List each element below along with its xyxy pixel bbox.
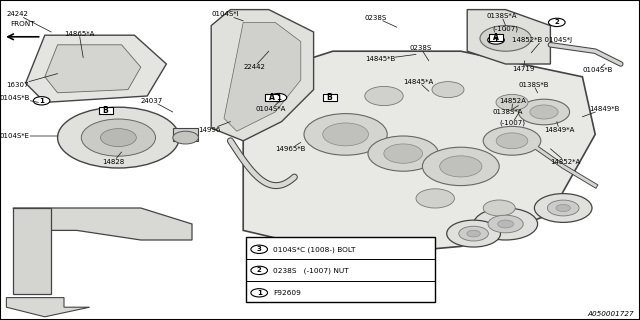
Circle shape xyxy=(496,133,528,149)
Text: 0104S*A: 0104S*A xyxy=(256,102,286,112)
Text: 14852*A: 14852*A xyxy=(550,149,580,164)
Text: A: A xyxy=(493,33,499,42)
Text: 0238S: 0238S xyxy=(410,45,432,61)
Circle shape xyxy=(498,220,514,228)
Text: B: B xyxy=(327,93,332,102)
FancyBboxPatch shape xyxy=(99,107,113,114)
Circle shape xyxy=(440,156,482,177)
Text: F92609: F92609 xyxy=(273,290,301,296)
Text: 14828: 14828 xyxy=(102,152,125,164)
Text: 14845*B: 14845*B xyxy=(365,54,416,62)
Circle shape xyxy=(304,114,387,155)
Circle shape xyxy=(474,208,538,240)
Text: 14865*A: 14865*A xyxy=(64,31,94,58)
Polygon shape xyxy=(6,298,90,317)
Text: 3: 3 xyxy=(257,246,262,252)
Circle shape xyxy=(173,131,198,144)
Text: 0238S   (-1007) NUT: 0238S (-1007) NUT xyxy=(273,267,349,274)
Text: 16307: 16307 xyxy=(6,74,58,88)
Circle shape xyxy=(480,26,531,51)
Circle shape xyxy=(447,220,500,247)
Circle shape xyxy=(270,93,287,102)
Circle shape xyxy=(556,204,570,212)
Circle shape xyxy=(58,107,179,168)
Polygon shape xyxy=(26,35,166,102)
Circle shape xyxy=(488,36,504,44)
Circle shape xyxy=(467,230,481,237)
Text: 22442: 22442 xyxy=(243,51,269,70)
Circle shape xyxy=(251,289,268,297)
Circle shape xyxy=(432,82,464,98)
Bar xyxy=(246,237,435,302)
Polygon shape xyxy=(467,10,550,64)
Text: (-1007): (-1007) xyxy=(499,114,525,126)
Text: 2: 2 xyxy=(554,20,559,25)
Text: 1: 1 xyxy=(493,37,499,43)
Polygon shape xyxy=(224,22,301,131)
Polygon shape xyxy=(211,10,314,141)
Circle shape xyxy=(368,136,438,171)
Circle shape xyxy=(81,119,156,156)
Text: 14719: 14719 xyxy=(512,61,534,72)
Circle shape xyxy=(422,147,499,186)
Text: 2: 2 xyxy=(257,268,262,273)
Circle shape xyxy=(251,266,268,275)
Text: 0104S*B: 0104S*B xyxy=(0,95,38,102)
Text: B: B xyxy=(103,106,108,115)
Text: 24242: 24242 xyxy=(6,12,51,32)
Circle shape xyxy=(496,94,528,110)
Text: 0138S*B: 0138S*B xyxy=(518,82,549,93)
Text: 0238S: 0238S xyxy=(365,15,397,27)
FancyBboxPatch shape xyxy=(323,94,337,101)
Text: 24037: 24037 xyxy=(141,98,173,112)
Text: A050001727: A050001727 xyxy=(587,311,634,317)
Circle shape xyxy=(323,123,369,146)
Text: 14852A: 14852A xyxy=(499,98,526,109)
Circle shape xyxy=(416,189,454,208)
Text: A: A xyxy=(269,93,275,102)
Circle shape xyxy=(534,194,592,222)
Text: 0104S*C (1008-) BOLT: 0104S*C (1008-) BOLT xyxy=(273,246,356,252)
Polygon shape xyxy=(13,208,192,240)
Circle shape xyxy=(488,215,524,233)
Circle shape xyxy=(365,86,403,106)
Text: 14965*B: 14965*B xyxy=(275,142,305,152)
FancyBboxPatch shape xyxy=(265,94,279,101)
Circle shape xyxy=(483,126,541,155)
Circle shape xyxy=(100,129,136,147)
Polygon shape xyxy=(243,51,595,256)
Polygon shape xyxy=(173,128,198,141)
Text: 0104S*E: 0104S*E xyxy=(0,133,58,139)
Polygon shape xyxy=(45,45,141,93)
Text: 14845*A: 14845*A xyxy=(403,79,433,91)
Text: 14849*B: 14849*B xyxy=(582,106,619,117)
Polygon shape xyxy=(13,208,51,294)
Text: 1: 1 xyxy=(257,290,262,296)
Text: 14849*A: 14849*A xyxy=(544,122,574,132)
Text: 0138S*A: 0138S*A xyxy=(486,13,517,26)
Text: 1: 1 xyxy=(39,98,44,104)
Text: 14852*B 0104S*J: 14852*B 0104S*J xyxy=(512,37,572,53)
Circle shape xyxy=(530,105,558,119)
Circle shape xyxy=(518,99,570,125)
Text: 0104S*B: 0104S*B xyxy=(582,64,612,73)
FancyBboxPatch shape xyxy=(489,34,503,41)
Circle shape xyxy=(548,18,565,27)
Text: 14996: 14996 xyxy=(198,122,230,132)
Text: 0104S*I: 0104S*I xyxy=(211,12,243,21)
Text: (-1007): (-1007) xyxy=(493,26,519,32)
Circle shape xyxy=(483,200,515,216)
Text: 1: 1 xyxy=(276,95,281,100)
Circle shape xyxy=(384,144,422,163)
Circle shape xyxy=(251,245,268,253)
Text: 0138S*A: 0138S*A xyxy=(493,106,524,115)
Circle shape xyxy=(459,226,488,241)
Circle shape xyxy=(33,97,50,105)
Circle shape xyxy=(547,200,579,216)
Text: FRONT: FRONT xyxy=(10,21,35,27)
